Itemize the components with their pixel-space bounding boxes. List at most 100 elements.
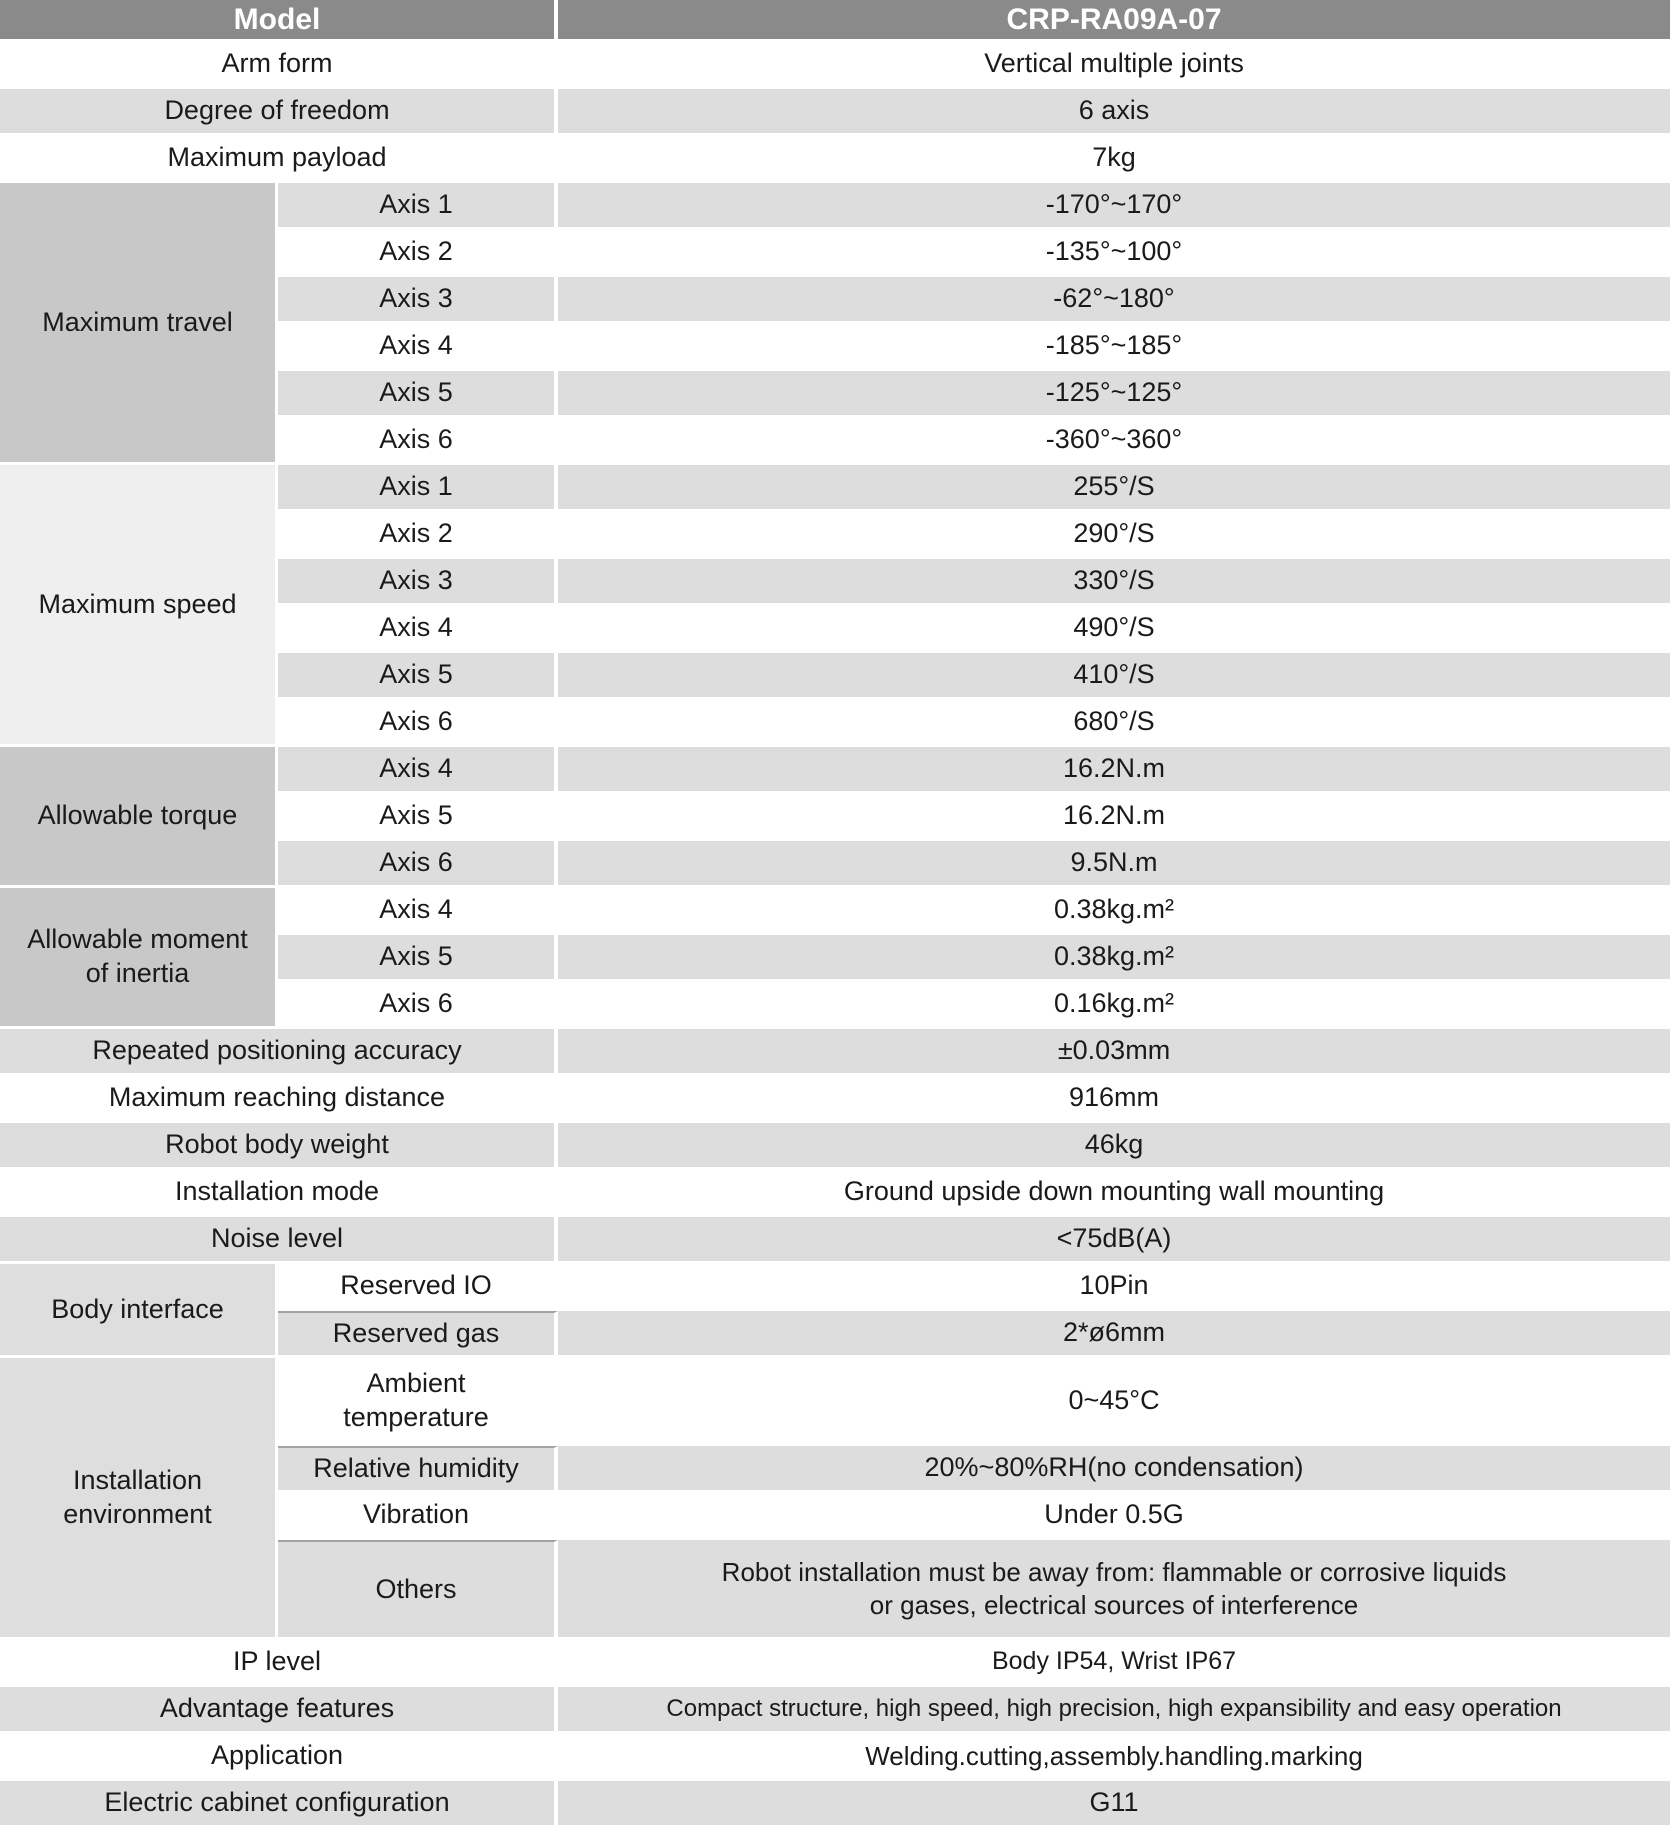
body-weight-label: Robot body weight [0, 1123, 559, 1170]
table-row: Repeated positioning accuracy ±0.03mm [0, 1029, 1670, 1076]
max-travel-axis-5-label: Axis 5 [278, 371, 559, 418]
table-row: Axis 6 9.5N.m [0, 841, 1670, 888]
table-row: Maximum speed Axis 1 255°/S [0, 465, 1670, 747]
allowable-torque-axis-5-label: Axis 5 [278, 794, 559, 841]
noise-level-value: <75dB(A) [558, 1217, 1670, 1264]
application-label: Application [0, 1734, 559, 1781]
table-row: Arm form Vertical multiple joints [0, 42, 1670, 89]
allowable-inertia-axis-6-value: 0.16kg.m² [558, 982, 1670, 1029]
max-travel-group-label: Maximum travel [0, 183, 278, 465]
advantage-features-label: Advantage features [0, 1687, 559, 1734]
table-row: Installation environment Ambient tempera… [0, 1358, 1670, 1640]
max-speed-axis-2-label: Axis 2 [278, 512, 559, 559]
max-travel-axis-3-value: -62°~180° [558, 277, 1670, 324]
table-row: Body interface Reserved IO 10Pin [0, 1264, 1670, 1358]
arm-form-value: Vertical multiple joints [558, 42, 1670, 89]
table-row: Axis 5 16.2N.m [0, 794, 1670, 841]
max-speed-axis-5-value: 410°/S [558, 653, 1670, 700]
ip-level-value: Body IP54, Wrist IP67 [558, 1640, 1670, 1687]
noise-level-label: Noise level [0, 1217, 559, 1264]
allowable-inertia-axis-6-label: Axis 6 [278, 982, 559, 1029]
installation-mode-label: Installation mode [0, 1170, 559, 1217]
max-travel-axis-2-label: Axis 2 [278, 230, 559, 277]
reserved-io-value: 10Pin [558, 1264, 1670, 1311]
table-row: IP level Body IP54, Wrist IP67 [0, 1640, 1670, 1687]
max-speed-axis-3-label: Axis 3 [278, 559, 559, 606]
table-row: Allowable moment of inertia Axis 4 0.38k… [0, 888, 1670, 1029]
maximum-payload-value: 7kg [558, 136, 1670, 183]
table-row: Axis 5 410°/S [0, 653, 1670, 700]
table-row: Robot body weight 46kg [0, 1123, 1670, 1170]
table-row: Maximum payload 7kg [0, 136, 1670, 183]
body-weight-value: 46kg [558, 1123, 1670, 1170]
max-speed-axis-2-value: 290°/S [558, 512, 1670, 559]
others-value: Robot installation must be away from: fl… [558, 1540, 1670, 1640]
table-row: Allowable torque Axis 4 16.2N.m [0, 747, 1670, 888]
vibration-value: Under 0.5G [558, 1493, 1670, 1540]
max-travel-axis-6-value: -360°~360° [558, 418, 1670, 465]
degree-of-freedom-value: 6 axis [558, 89, 1670, 136]
table-row: Axis 6 680°/S [0, 700, 1670, 747]
table-row: Maximum travel Axis 1 -170°~170° [0, 183, 1670, 465]
table-header-row: Model CRP-RA09A-07 [0, 0, 1670, 42]
table-row: Axis 2 -135°~100° [0, 230, 1670, 277]
table-row: Relative humidity 20%~80%RH(no condensat… [0, 1446, 1670, 1493]
installation-mode-value: Ground upside down mounting wall mountin… [558, 1170, 1670, 1217]
reaching-distance-value: 916mm [558, 1076, 1670, 1123]
allowable-torque-axis-5-value: 16.2N.m [558, 794, 1670, 841]
ip-level-label: IP level [0, 1640, 559, 1687]
body-interface-group-label: Body interface [0, 1264, 278, 1358]
table-row: Axis 4 -185°~185° [0, 324, 1670, 371]
degree-of-freedom-label: Degree of freedom [0, 89, 559, 136]
reserved-io-label: Reserved IO [278, 1264, 559, 1311]
relative-humidity-label: Relative humidity [278, 1446, 559, 1493]
max-travel-axis-4-label: Axis 4 [278, 324, 559, 371]
table-row: Axis 3 330°/S [0, 559, 1670, 606]
table-row: Noise level <75dB(A) [0, 1217, 1670, 1264]
advantage-features-value: Compact structure, high speed, high prec… [558, 1687, 1670, 1734]
max-speed-axis-1-label: Axis 1 [278, 465, 559, 512]
max-speed-axis-3-value: 330°/S [558, 559, 1670, 606]
allowable-torque-axis-6-label: Axis 6 [278, 841, 559, 888]
max-speed-axis-4-value: 490°/S [558, 606, 1670, 653]
allowable-inertia-axis-4-value: 0.38kg.m² [558, 888, 1670, 935]
max-speed-axis-6-label: Axis 6 [278, 700, 559, 747]
table-row: Axis 3 -62°~180° [0, 277, 1670, 324]
table-row: Axis 6 -360°~360° [0, 418, 1670, 465]
allowable-torque-axis-6-value: 9.5N.m [558, 841, 1670, 888]
table-row: Axis 5 0.38kg.m² [0, 935, 1670, 982]
allowable-inertia-group-label: Allowable moment of inertia [0, 888, 278, 1029]
max-travel-axis-2-value: -135°~100° [558, 230, 1670, 277]
table-row: Axis 6 0.16kg.m² [0, 982, 1670, 1029]
electric-cabinet-value: G11 [558, 1781, 1670, 1828]
max-speed-group-label: Maximum speed [0, 465, 278, 747]
maximum-payload-label: Maximum payload [0, 136, 559, 183]
table-row: Application Welding.cutting,assembly.han… [0, 1734, 1670, 1781]
vibration-label: Vibration [278, 1493, 559, 1540]
table-row: Axis 4 490°/S [0, 606, 1670, 653]
table-row: Degree of freedom 6 axis [0, 89, 1670, 136]
max-travel-axis-4-value: -185°~185° [558, 324, 1670, 371]
others-label: Others [278, 1540, 559, 1640]
max-speed-axis-5-label: Axis 5 [278, 653, 559, 700]
max-travel-axis-6-label: Axis 6 [278, 418, 559, 465]
table-row: Vibration Under 0.5G [0, 1493, 1670, 1540]
allowable-torque-axis-4-label: Axis 4 [278, 747, 559, 794]
repeated-accuracy-label: Repeated positioning accuracy [0, 1029, 559, 1076]
max-speed-axis-1-value: 255°/S [558, 465, 1670, 512]
reserved-gas-label: Reserved gas [278, 1311, 559, 1358]
max-speed-axis-4-label: Axis 4 [278, 606, 559, 653]
repeated-accuracy-value: ±0.03mm [558, 1029, 1670, 1076]
table-row: Axis 5 -125°~125° [0, 371, 1670, 418]
table-row: Others Robot installation must be away f… [0, 1540, 1670, 1640]
table-row: Axis 2 290°/S [0, 512, 1670, 559]
installation-environment-group-label: Installation environment [0, 1358, 278, 1640]
table-row: Maximum reaching distance 916mm [0, 1076, 1670, 1123]
table-row: Installation mode Ground upside down mou… [0, 1170, 1670, 1217]
allowable-torque-axis-4-value: 16.2N.m [558, 747, 1670, 794]
reaching-distance-label: Maximum reaching distance [0, 1076, 559, 1123]
ambient-temperature-label: Ambient temperature [278, 1358, 559, 1446]
max-speed-axis-6-value: 680°/S [558, 700, 1670, 747]
allowable-inertia-axis-5-label: Axis 5 [278, 935, 559, 982]
electric-cabinet-label: Electric cabinet configuration [0, 1781, 559, 1828]
